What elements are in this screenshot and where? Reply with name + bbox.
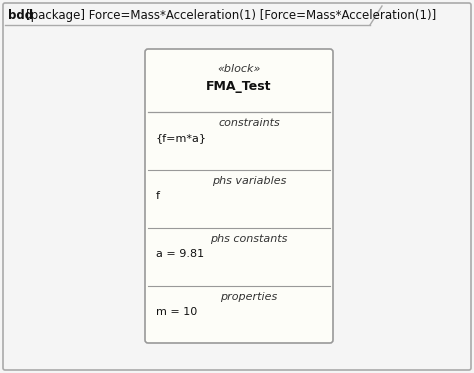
Text: «block»: «block» bbox=[217, 64, 261, 74]
Text: FMA_Test: FMA_Test bbox=[206, 80, 272, 93]
Text: m = 10: m = 10 bbox=[156, 307, 197, 317]
Text: {f=m*a}: {f=m*a} bbox=[156, 133, 207, 143]
Text: constraints: constraints bbox=[218, 118, 280, 128]
Text: phs constants: phs constants bbox=[210, 234, 288, 244]
Text: a = 9.81: a = 9.81 bbox=[156, 249, 204, 259]
Text: phs variables: phs variables bbox=[212, 176, 286, 186]
Text: bdd: bdd bbox=[8, 9, 33, 22]
Text: f: f bbox=[156, 191, 160, 201]
Text: [package] Force=Mass*Acceleration(1) [Force=Mass*Acceleration(1)]: [package] Force=Mass*Acceleration(1) [Fo… bbox=[26, 9, 436, 22]
FancyBboxPatch shape bbox=[145, 49, 333, 343]
Text: properties: properties bbox=[220, 292, 278, 302]
FancyBboxPatch shape bbox=[3, 3, 471, 370]
